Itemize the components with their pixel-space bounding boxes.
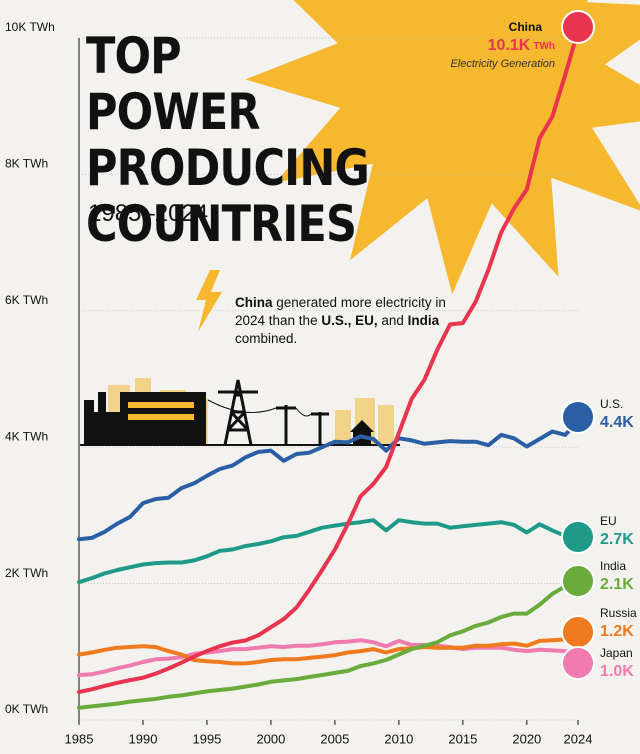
x-tick-label: 1995 xyxy=(192,731,221,746)
end-value-label: 2.1K xyxy=(600,576,634,593)
sun-shape xyxy=(245,0,640,295)
annotation-text: combined. xyxy=(235,331,298,346)
end-value: 1.2K xyxy=(600,623,634,640)
lines xyxy=(77,29,580,710)
end-value-label: 2.7K xyxy=(600,531,634,548)
annotation-text: U.S., EU, xyxy=(321,313,378,328)
annotation-text: India xyxy=(407,313,440,328)
x-tick-label: 1990 xyxy=(129,731,158,746)
x-tick-label: 2024 xyxy=(564,731,593,746)
flag-icon xyxy=(561,646,595,680)
series-note: Electricity Generation xyxy=(450,58,555,70)
y-tick-label: 4K TWh xyxy=(5,429,48,443)
annotation-text: China xyxy=(235,295,273,310)
flag-icon xyxy=(561,520,595,554)
annotation: China generated more electricity in 2024… xyxy=(235,294,465,348)
series-line xyxy=(77,419,580,542)
series-line xyxy=(77,574,580,710)
labels: China 10.1K TWh Electricity Generation U.S. 4… xyxy=(450,10,637,680)
y-tick-label: 2K TWh xyxy=(5,566,48,580)
series-name: Russia xyxy=(600,606,637,620)
chart-title: TOP POWER PRODUCING COUNTRIES xyxy=(86,27,370,253)
end-value: 10.1K xyxy=(488,37,531,54)
series-name: EU xyxy=(600,514,617,528)
annotation-text: and xyxy=(377,313,408,328)
x-tick-label: 2015 xyxy=(448,731,477,746)
end-value: 2.1K xyxy=(600,576,634,593)
x-tick-label: 2010 xyxy=(384,731,413,746)
skyline-decoration xyxy=(80,378,400,446)
lightning-icon xyxy=(196,270,222,332)
series-line xyxy=(77,637,580,666)
chart-subtitle: 1985–2024 xyxy=(88,200,209,227)
end-value: 2.7K xyxy=(600,531,634,548)
series-line xyxy=(77,518,580,585)
y-tick-label: 10K TWh xyxy=(5,20,55,34)
grid: 0K TWh 2K TWh 4K TWh 6K TWh 8K TWh 10K TWh 198… xyxy=(5,20,592,746)
series-name: China xyxy=(509,20,543,34)
end-value-label: 4.4K xyxy=(600,414,634,431)
y-tick-label: 6K TWh xyxy=(5,293,48,307)
annotation-text: generated more electricity in 2024 than … xyxy=(235,295,446,328)
end-value-label: 10.1K TWh xyxy=(488,37,555,54)
series-name: Japan xyxy=(600,646,633,660)
series-name: India xyxy=(600,559,626,573)
flag-icon xyxy=(561,564,595,598)
x-tick-label: 2005 xyxy=(320,731,349,746)
end-value-label: 1.0K xyxy=(600,663,634,680)
end-value: 1.0K xyxy=(600,663,634,680)
x-tick-label: 1985 xyxy=(65,731,94,746)
end-unit: TWh xyxy=(533,41,555,52)
flag-icon xyxy=(561,400,595,434)
flag-icon xyxy=(561,615,595,649)
y-tick-label: 0K TWh xyxy=(5,702,48,716)
end-value: 4.4K xyxy=(600,414,634,431)
series-name: U.S. xyxy=(600,397,623,411)
x-tick-label: 2020 xyxy=(512,731,541,746)
flag-icon xyxy=(561,10,595,44)
sun-decoration xyxy=(245,0,640,295)
x-tick-label: 2000 xyxy=(256,731,285,746)
end-value-label: 1.2K xyxy=(600,623,634,640)
y-tick-label: 8K TWh xyxy=(5,157,48,171)
series-line xyxy=(77,638,580,677)
series-line xyxy=(77,29,580,694)
